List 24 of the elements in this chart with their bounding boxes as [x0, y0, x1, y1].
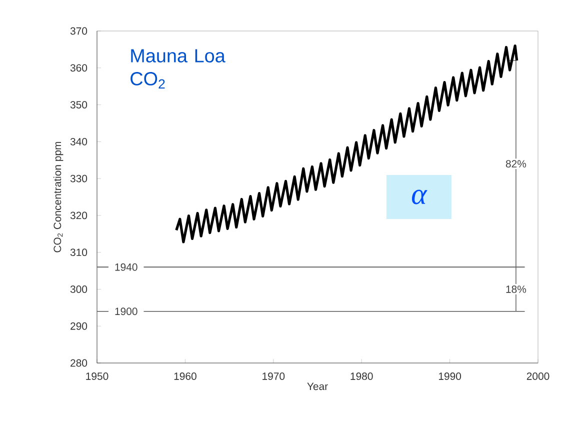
y-tick-label: 350: [70, 101, 88, 108]
x-tick-label: 1980: [350, 372, 373, 380]
x-tick-label: 1960: [174, 372, 196, 380]
y-tick-label: 290: [70, 322, 88, 330]
y-tick-label: 370: [70, 27, 88, 35]
y-tick-label: 360: [70, 64, 88, 72]
x-axis-title: Year: [307, 382, 328, 390]
y-tick-label: 340: [70, 138, 88, 146]
annotation: 1940: [115, 263, 138, 271]
x-tick-label: 1950: [86, 372, 108, 380]
x-tick-label: 1990: [438, 372, 462, 380]
y-tick-label: 310: [70, 248, 88, 256]
x-tick-label: 2000: [526, 372, 550, 380]
y-tick-label: 330: [70, 174, 88, 182]
annotation: 82%: [506, 160, 526, 168]
text: Mauna Loa CO$_{2}$: [130, 49, 226, 89]
y-tick-label: 300: [70, 286, 88, 293]
annotation: 18%: [506, 286, 526, 293]
y-tick-label: 320: [70, 212, 88, 220]
y-axis-title: CO$_{2}$ Concentration ppm: [53, 142, 64, 252]
annotation: 1900: [115, 308, 138, 316]
y-tick-label: 280: [70, 359, 88, 367]
annotation: α: [412, 190, 428, 204]
x-tick-label: 1970: [262, 372, 285, 380]
